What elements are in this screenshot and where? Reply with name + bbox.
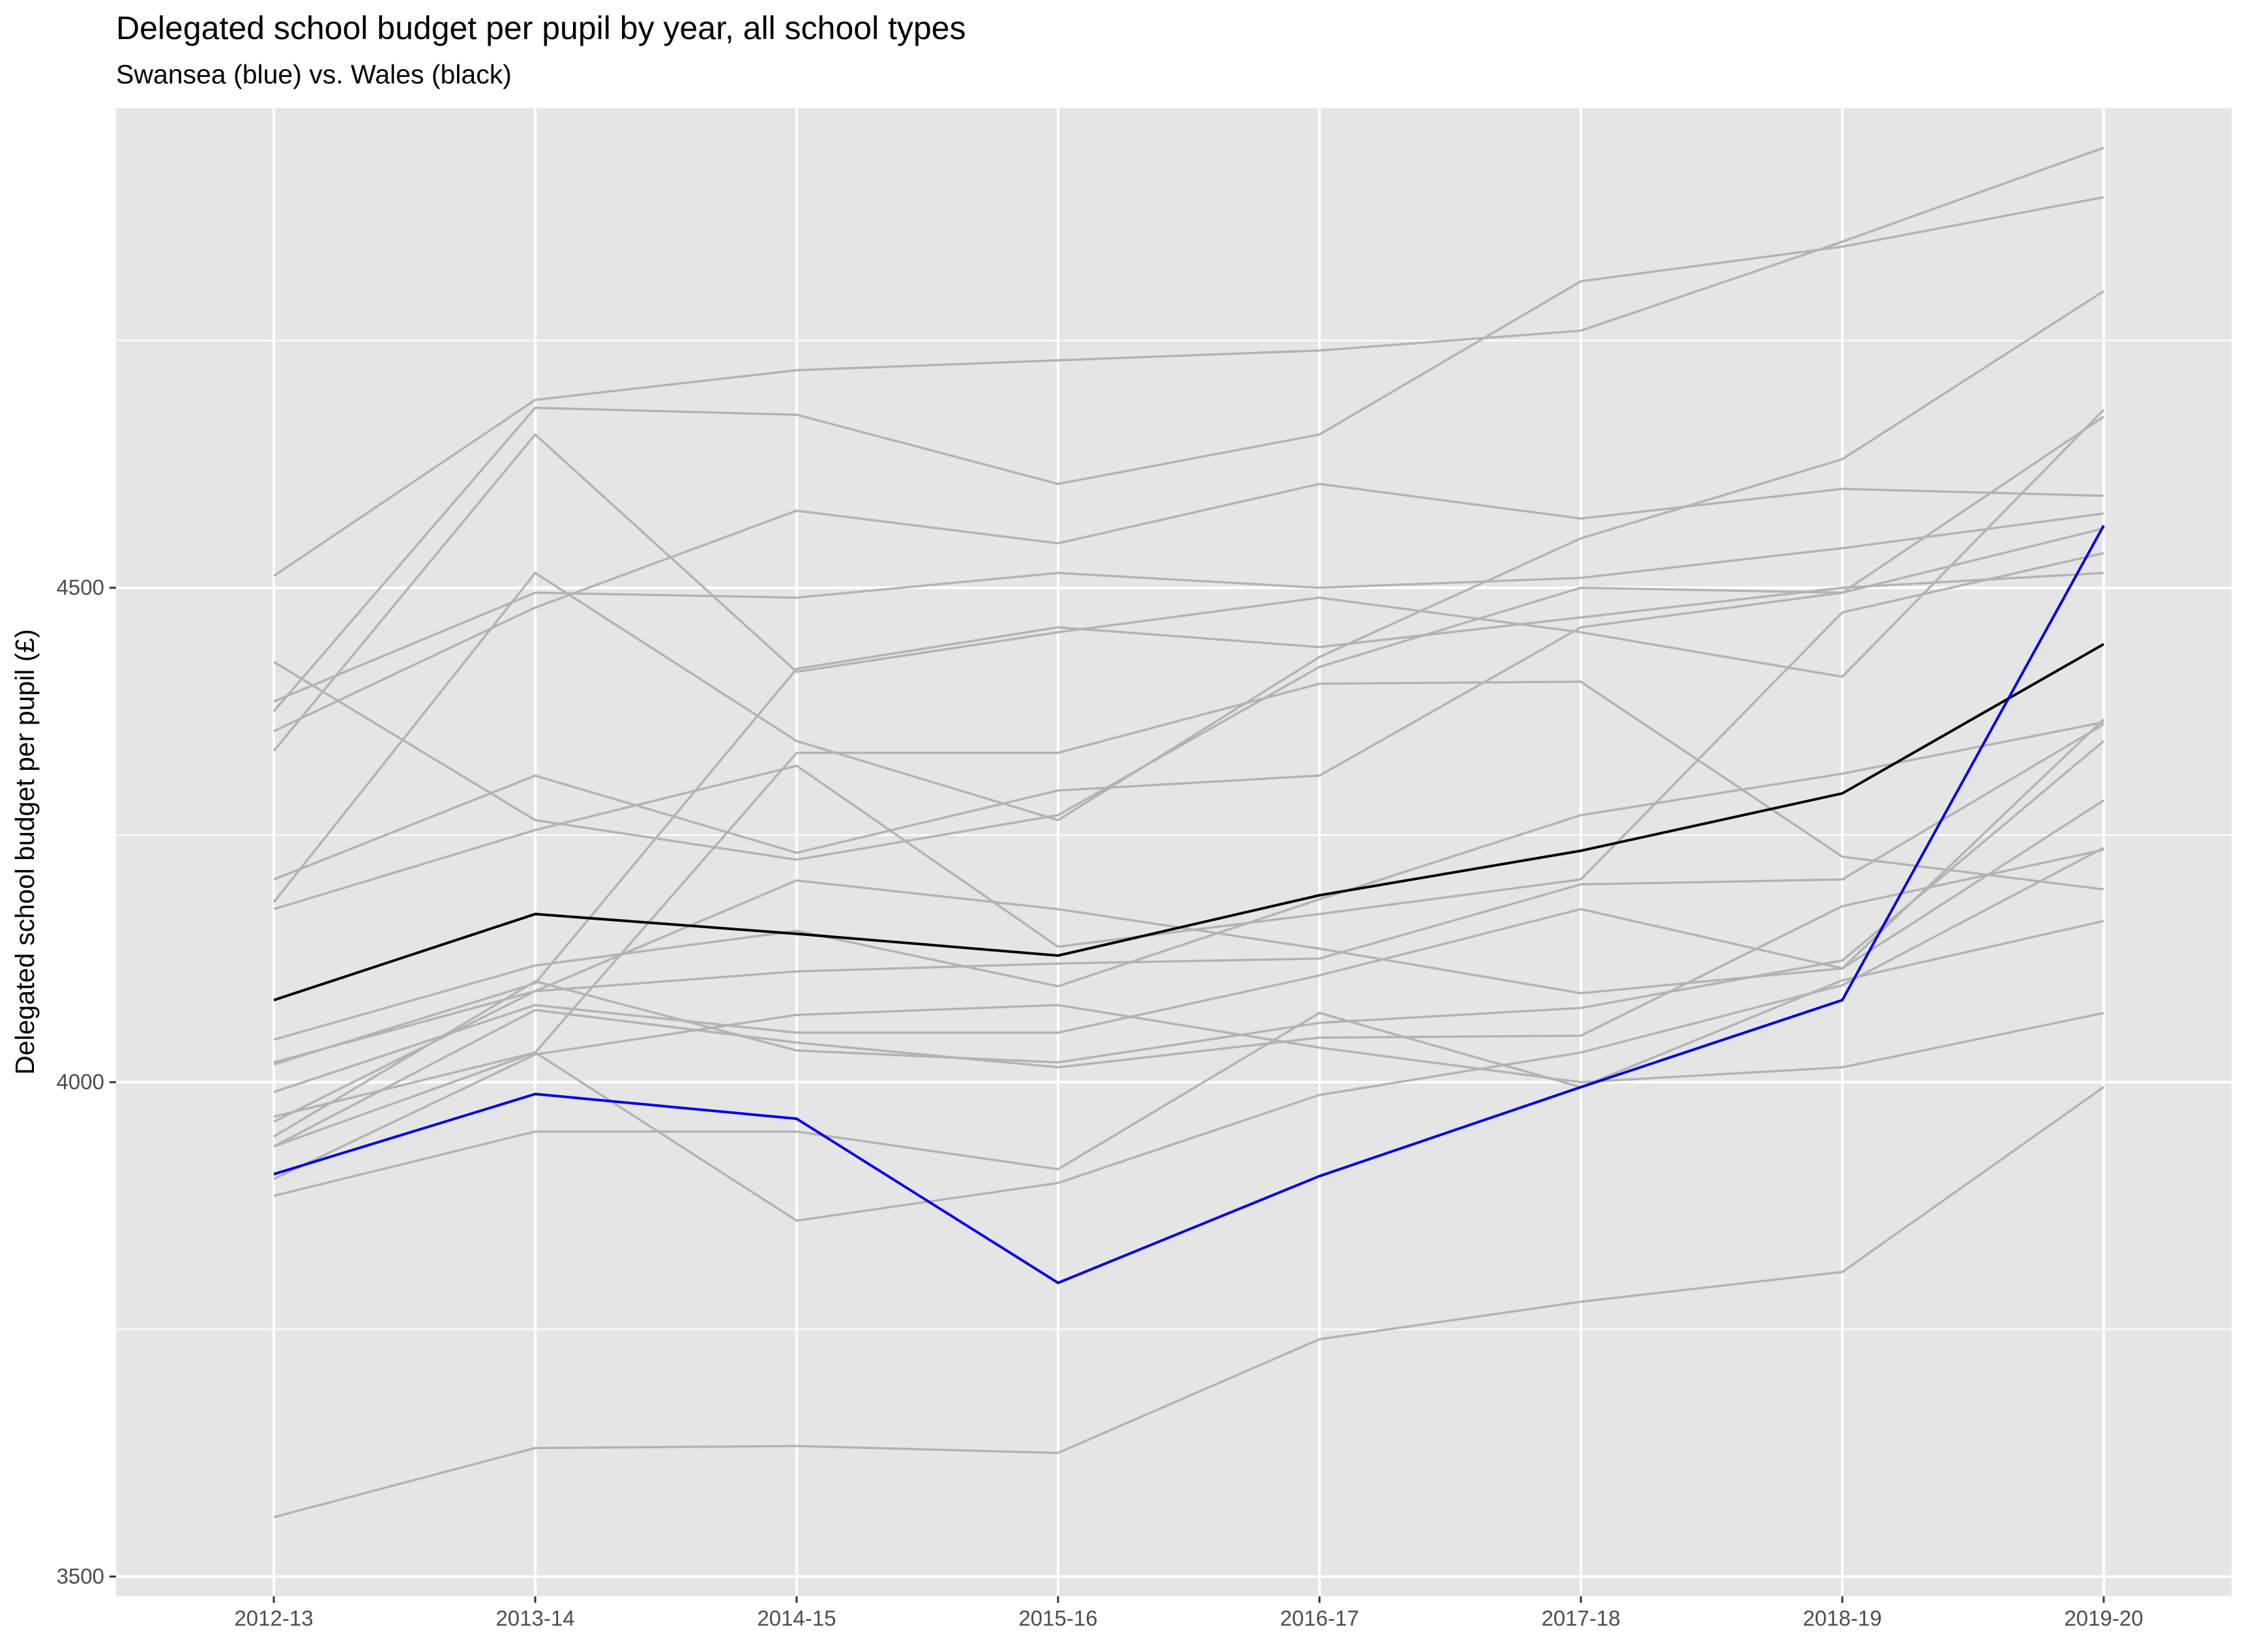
series-line-other-authority xyxy=(273,415,2104,881)
series-line-other-authority xyxy=(273,681,2104,1148)
x-tick-label: 2012-13 xyxy=(234,1606,313,1630)
series-line-other-authority xyxy=(273,512,2104,703)
series-line-other-authority xyxy=(273,718,2105,1094)
series-line-other-authority xyxy=(273,147,2104,577)
axis-ticks xyxy=(110,587,2105,1603)
series-line-other-authority xyxy=(273,920,2104,1197)
series-line-other-authority xyxy=(273,847,2104,1222)
plot-panel xyxy=(116,108,2231,1596)
series-line-other-authority xyxy=(272,290,2104,903)
series-line-other-authority xyxy=(273,572,2104,1066)
axis-labels: 3500 4000 4500 2012-13 2013-14 2014-15 2015-16… xyxy=(57,576,2143,1630)
series-line-other-authority xyxy=(273,551,2104,948)
x-tick-label: 2014-15 xyxy=(757,1606,836,1630)
x-tick-label: 2017-18 xyxy=(1541,1606,1620,1630)
series-line-other-authority xyxy=(273,799,2104,1064)
series-line-other-authority xyxy=(273,740,2105,1138)
series-line-other-authority xyxy=(272,409,2105,752)
y-tick-label: 4500 xyxy=(57,576,104,600)
series-line-other-authority xyxy=(273,721,2104,1041)
y-axis-title: Delegated school budget per pupil (£) xyxy=(10,629,40,1075)
x-tick-label: 2015-16 xyxy=(1018,1606,1097,1630)
chart-title: Delegated school budget per pupil by yea… xyxy=(116,10,966,46)
series-line-other-authority xyxy=(273,1004,2104,1180)
series-line-other-authority xyxy=(273,1086,2105,1519)
series-layer xyxy=(272,147,2105,1519)
series-line-other-authority xyxy=(273,848,2104,1148)
series-line-other-authority xyxy=(273,723,2104,1123)
series-line-wales xyxy=(273,643,2104,1002)
series-line-other-authority xyxy=(272,196,2104,712)
x-tick-label: 2018-19 xyxy=(1803,1606,1881,1630)
grid-minor xyxy=(116,340,2231,1330)
y-tick-label: 3500 xyxy=(57,1564,104,1589)
grid-major xyxy=(116,108,2231,1596)
x-tick-label: 2016-17 xyxy=(1280,1606,1359,1630)
y-tick-label: 4000 xyxy=(57,1070,104,1094)
series-line-other-authority xyxy=(273,482,2104,733)
series-line-swansea xyxy=(273,525,2105,1285)
chart-subtitle: Swansea (blue) vs. Wales (black) xyxy=(116,59,512,89)
x-tick-label: 2019-20 xyxy=(2064,1606,2143,1630)
x-tick-label: 2013-14 xyxy=(495,1606,574,1630)
